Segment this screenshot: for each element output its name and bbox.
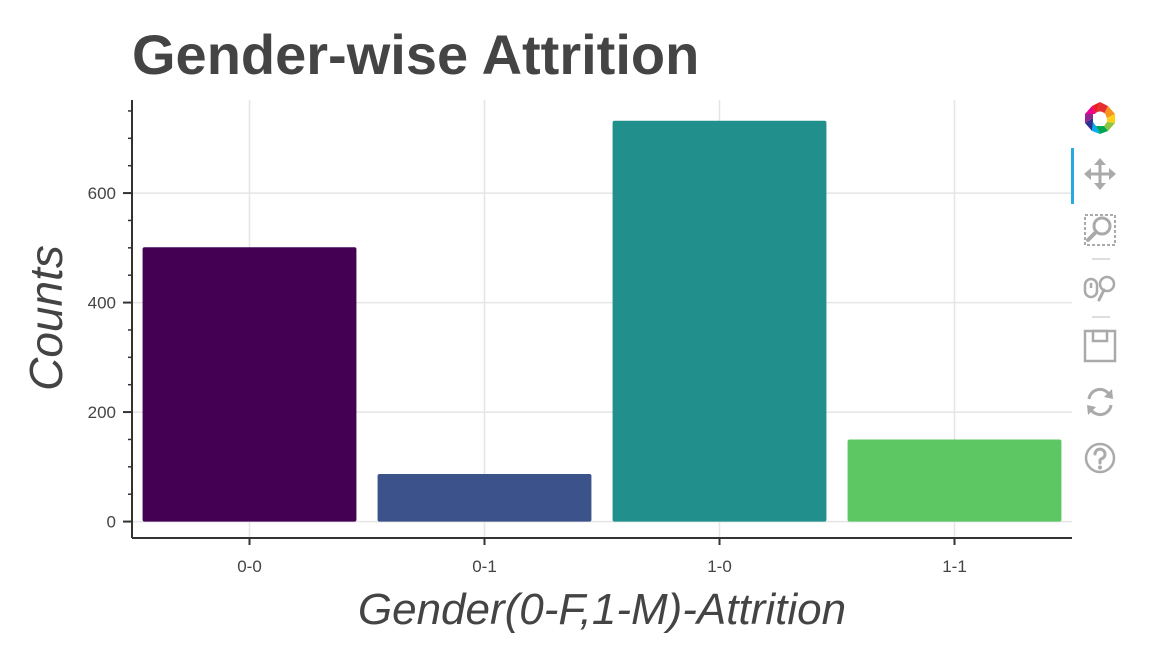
- active-tool-indicator: [1071, 148, 1074, 204]
- bar-1-0: [612, 120, 827, 522]
- bokeh-logo-icon[interactable]: [1082, 100, 1118, 136]
- help-tool-icon[interactable]: [1082, 440, 1118, 476]
- bars: [142, 120, 1062, 522]
- toolbar-separator: [1092, 316, 1110, 318]
- y-tick-label: 0: [107, 513, 116, 532]
- reset-tool-icon[interactable]: [1082, 384, 1118, 420]
- y-axis-label: Counts: [20, 245, 72, 391]
- toolbar: [1070, 92, 1130, 492]
- box-zoom-tool-icon[interactable]: [1082, 212, 1118, 248]
- x-tick-label: 0-1: [472, 557, 497, 576]
- wheel-zoom-tool-icon[interactable]: [1082, 270, 1118, 306]
- x-tick-label: 0-0: [237, 557, 262, 576]
- y-tick-label: 400: [88, 294, 116, 313]
- save-tool-icon[interactable]: [1082, 328, 1118, 364]
- y-tick-label: 200: [88, 403, 116, 422]
- bar-1-1: [847, 439, 1062, 522]
- toolbar-separator: [1092, 258, 1110, 260]
- chart-title: Gender-wise Attrition: [132, 23, 700, 86]
- x-tick-label: 1-0: [707, 557, 732, 576]
- pan-tool-icon[interactable]: [1082, 156, 1118, 192]
- axes: 0 200 400 600 0-0 0-1 1-0 1-1: [88, 100, 1072, 576]
- y-tick-label: 600: [88, 184, 116, 203]
- bar-0-0: [142, 247, 357, 522]
- bar-0-1: [377, 473, 592, 522]
- x-axis-label: Gender(0-F,1-M)-Attrition: [358, 585, 846, 634]
- x-tick-label: 1-1: [942, 557, 967, 576]
